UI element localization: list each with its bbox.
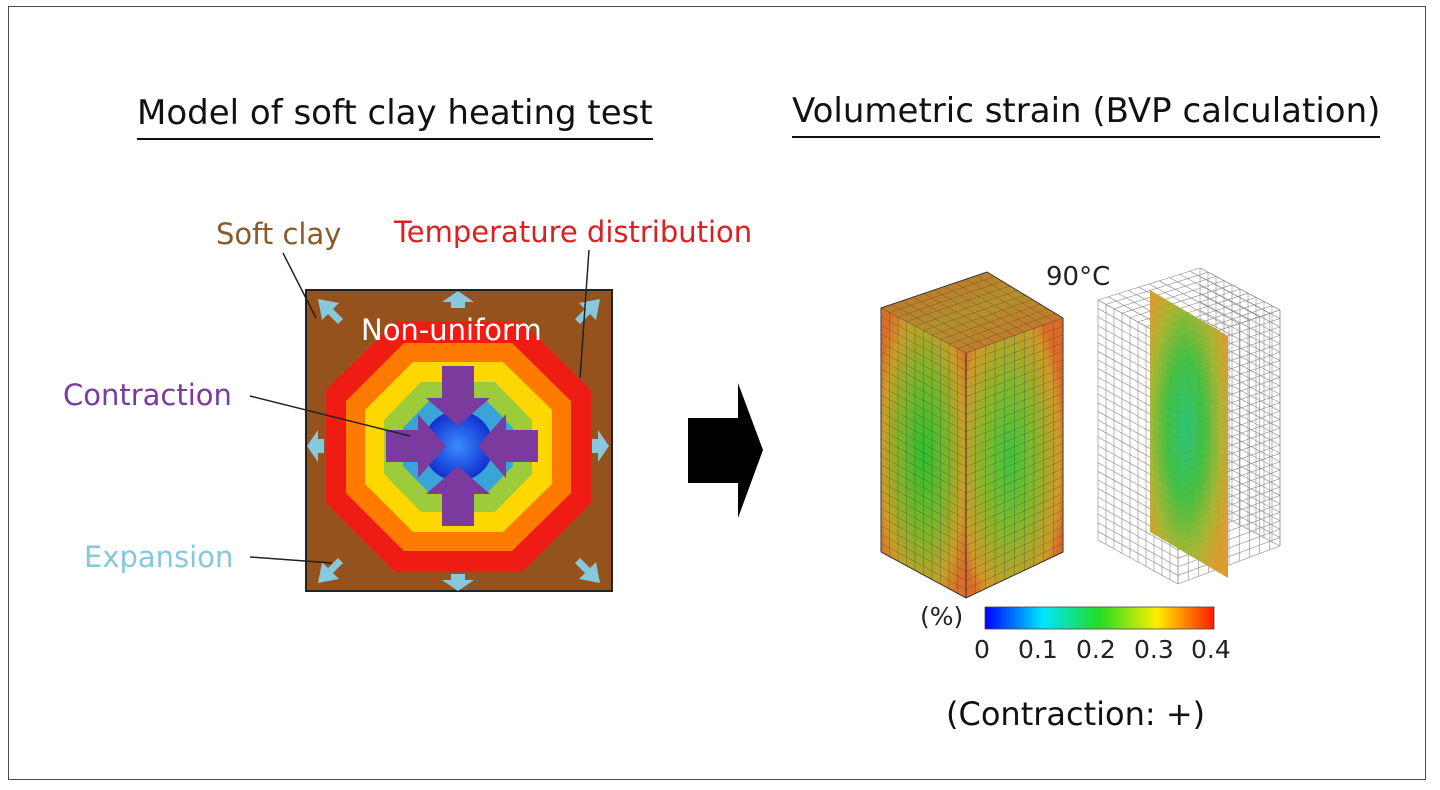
temperature-value-label: 90°C	[1046, 262, 1111, 292]
expansion-arrow-icon	[442, 574, 474, 591]
cube-top-face	[881, 272, 1063, 353]
big-right-arrow-icon	[688, 383, 763, 518]
expansion-label: Expansion	[84, 540, 234, 574]
expansion-leader	[249, 556, 333, 564]
colorbar-tick-label: 0.3	[1134, 635, 1174, 664]
strain-solid-cube	[880, 271, 1064, 599]
temperature-distribution-label: Temperature distribution	[394, 215, 753, 249]
expansion-arrow-icon	[318, 299, 343, 324]
contraction-arrow-icon	[426, 466, 490, 526]
colorbar-tick-label: 0.2	[1076, 635, 1116, 664]
soft-clay-leader	[282, 252, 317, 319]
strain-wireframe-cube	[1097, 267, 1281, 585]
left-panel-title: Model of soft clay heating test	[137, 94, 653, 141]
right-panel-title: Volumetric strain (BVP calculation)	[792, 92, 1381, 139]
expansion-arrow-icon	[575, 558, 600, 583]
strain-slice	[1150, 290, 1228, 578]
temperature-leader	[579, 249, 590, 379]
contraction-leader	[249, 395, 411, 437]
colorbar-tick-label: 0.4	[1191, 635, 1231, 664]
expansion-arrow-icon	[575, 299, 600, 324]
figure-frame	[8, 6, 1426, 780]
contraction-sign-note: (Contraction: +)	[946, 695, 1206, 733]
contraction-arrow-icon	[426, 366, 490, 426]
expansion-arrow-icon	[318, 558, 343, 583]
colorbar-tick-label: 0.1	[1018, 635, 1058, 664]
soft-clay-label: Soft clay	[216, 217, 342, 251]
expansion-arrow-icon	[592, 430, 609, 462]
expansion-arrows	[307, 291, 609, 591]
contraction-arrow-icon	[386, 414, 446, 478]
colorbar	[984, 606, 1215, 630]
leader-lines	[249, 249, 590, 564]
contraction-label: Contraction	[63, 378, 232, 412]
expansion-arrow-icon	[307, 430, 324, 462]
temperature-core	[423, 411, 493, 481]
colorbar-tick-label: 0	[974, 635, 990, 664]
colorbar-unit-label: (%)	[920, 602, 964, 631]
contraction-arrows	[386, 366, 538, 526]
soft-clay-model	[249, 249, 613, 592]
non-uniform-label: Non-uniform	[361, 313, 542, 347]
expansion-arrow-icon	[442, 291, 474, 308]
contraction-arrow-icon	[478, 414, 538, 478]
